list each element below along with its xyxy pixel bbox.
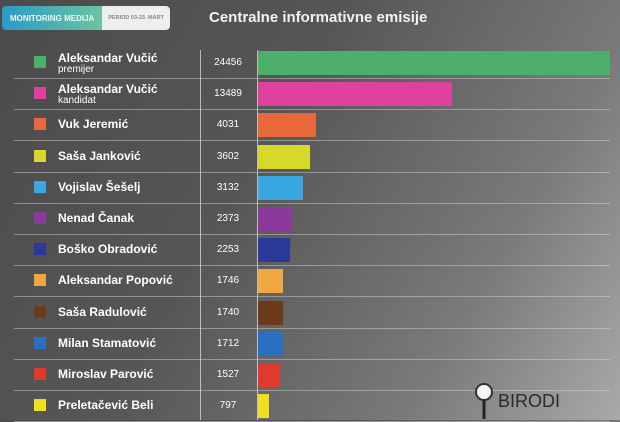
bar [258,82,453,107]
category-label: Aleksandar Popović [58,274,173,287]
category-name: Preletačević Beli [58,398,154,413]
chart-row: Vuk Jeremić 4031 [14,109,610,142]
category-name: Aleksandar Popović [58,273,173,288]
bar [258,363,280,387]
data-label: 13489 [214,88,242,100]
data-label: 2253 [216,244,240,256]
chart-row: Saša Radulović 1740 [14,297,610,329]
legend-swatch [34,305,46,318]
data-label: 1746 [216,275,240,287]
data-label: 3132 [216,181,240,193]
category-label: Aleksandar Vučić premijer [58,52,158,75]
category-name: Saša Radulović [58,304,147,319]
bar [258,51,610,75]
chart-title: Centralne informativne emisije [209,9,428,26]
legend-swatch [34,274,46,287]
bar [258,207,293,231]
chart-row: Milan Stamatović 1712 [14,328,610,360]
chart-row: Aleksandar Popović 1746 [14,265,610,298]
category-label: Vuk Jeremić [58,118,128,131]
category-name: Nenad Čanak [58,211,135,225]
category-label: Vojislav Šešelj [58,179,141,194]
legend-swatch [34,336,46,349]
legend-swatch [34,368,46,380]
data-label: 4031 [216,119,240,131]
bar [258,113,317,138]
legend-swatch [34,56,46,68]
category-label: Saša Janković [58,148,141,163]
chart-row: Nenad Čanak 2373 [14,203,610,235]
category-name: Boško Obradović [58,242,158,257]
bar [258,331,283,356]
magnifier-icon [475,383,493,419]
category-name: Aleksandar Vučić [58,82,158,97]
category-label: Boško Obradović [58,243,157,256]
category-label: Saša Radulović [58,304,147,319]
data-label: 797 [219,400,237,412]
legend-swatch [34,399,46,412]
chart-row: Aleksandar Vučić premijer 24456 [14,47,610,79]
category-label: Nenad Čanak [58,212,134,225]
data-label: 24456 [214,57,242,68]
category-name: Vojislav Šešelj [58,179,141,194]
data-label: 1740 [216,306,240,318]
bar [258,269,284,294]
monitoring-label: MONITORING MEDIJA [2,6,103,30]
legend-swatch [34,118,46,131]
data-label: 2373 [216,213,240,224]
bar [258,175,304,200]
category-name: Aleksandar Vučić [58,51,158,65]
category-name: Saša Janković [58,148,141,163]
category-subtitle: premijer [58,64,95,75]
legend-swatch [34,212,46,224]
period-label: PERIOD 03-23. MART [102,6,170,30]
divider [200,50,201,420]
data-label: 1712 [216,337,240,349]
legend-swatch [34,243,46,256]
chart-row: Miroslav Parović 1527 [14,359,610,391]
logo-text: BIRODI [498,390,561,411]
category-label: Miroslav Parović [58,368,153,381]
category-name: Miroslav Parović [58,367,154,381]
category-subtitle: kandidat [58,95,96,107]
chart-row: Boško Obradović 2253 [14,234,610,267]
category-label: Preletačević Beli [58,399,153,412]
category-name: Vuk Jeremić [58,117,129,132]
bar [258,238,291,263]
data-label: 1527 [216,369,240,380]
chart-row: Saša Janković 3602 [14,141,610,173]
category-name: Milan Stamatović [58,335,157,350]
chart-row: Vojislav Šešelj 3132 [14,172,610,204]
category-label: Aleksandar Vučić kandidat [58,83,158,106]
bar [258,300,284,325]
bar [258,394,270,419]
divider [257,50,258,420]
birodi-logo: BIRODI [474,383,560,419]
legend-swatch [34,87,46,100]
legend-swatch [34,149,46,162]
category-label: Milan Stamatović [58,335,157,350]
legend-swatch [34,180,46,193]
bar [258,144,310,169]
data-label: 3602 [216,150,240,162]
header-badge: MONITORING MEDIJA PERIOD 03-23. MART [2,6,170,30]
chart-row: Aleksandar Vučić kandidat 13489 [14,78,610,111]
